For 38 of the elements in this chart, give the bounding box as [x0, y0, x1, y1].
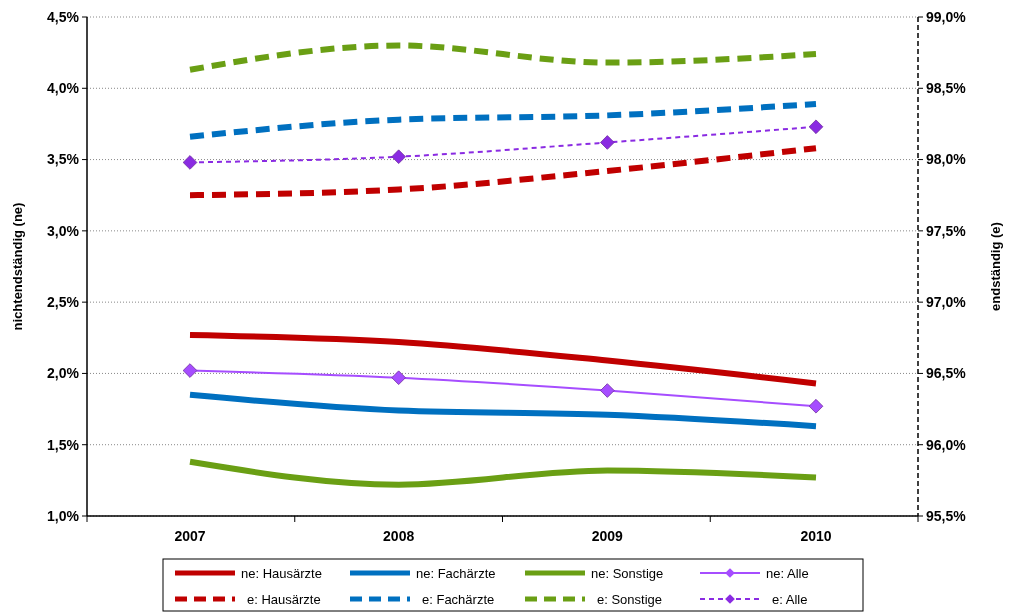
y2-tick-label: 96,0%	[926, 436, 967, 453]
legend-label: e: Alle	[772, 591, 808, 607]
point	[600, 135, 615, 150]
legend-label: ne: Hausärzte	[241, 565, 322, 581]
y2-tick-label: 95,5%	[926, 507, 967, 524]
y2-tick-label: 99,0%	[926, 8, 967, 25]
x-tick-label: 2007	[174, 527, 206, 544]
legend-label: e: Fachärzte	[422, 591, 495, 607]
y2-tick-label: 96,5%	[926, 365, 967, 382]
y2-axis-title: endständig (e)	[988, 222, 1003, 311]
point	[808, 119, 824, 135]
y2-tick-label: 98,0%	[926, 151, 967, 168]
point	[182, 155, 198, 170]
y-tick-label: 1,5%	[47, 436, 80, 453]
point	[391, 370, 406, 385]
legend-label: ne: Sonstige	[591, 565, 664, 581]
legend-label: ne: Fachärzte	[416, 565, 496, 581]
legend-label: ne: Alle	[766, 565, 809, 581]
y-tick-label: 3,0%	[47, 222, 80, 239]
point	[808, 398, 824, 414]
x-tick-label: 2009	[591, 527, 624, 544]
y-tick-label: 2,0%	[47, 365, 80, 382]
y-tick-label: 3,5%	[47, 151, 80, 168]
y2-tick-label: 97,0%	[926, 294, 967, 311]
legend-label: e: Hausärzte	[247, 591, 321, 607]
y-tick-label: 2,5%	[47, 294, 80, 311]
point	[600, 383, 615, 398]
y-tick-label: 1,0%	[47, 507, 80, 524]
point	[391, 149, 406, 164]
y-tick-label: 4,5%	[47, 8, 80, 25]
y-axis-title: nichtendständig (ne)	[10, 202, 25, 331]
legend-label: e: Sonstige	[597, 591, 663, 607]
y-tick-label: 4,0%	[47, 80, 80, 97]
x-tick-label: 2008	[383, 527, 415, 544]
y2-tick-label: 97,5%	[926, 222, 967, 239]
y2-tick-label: 98,5%	[926, 80, 967, 97]
x-tick-label: 2010	[800, 527, 832, 544]
point	[182, 363, 198, 378]
